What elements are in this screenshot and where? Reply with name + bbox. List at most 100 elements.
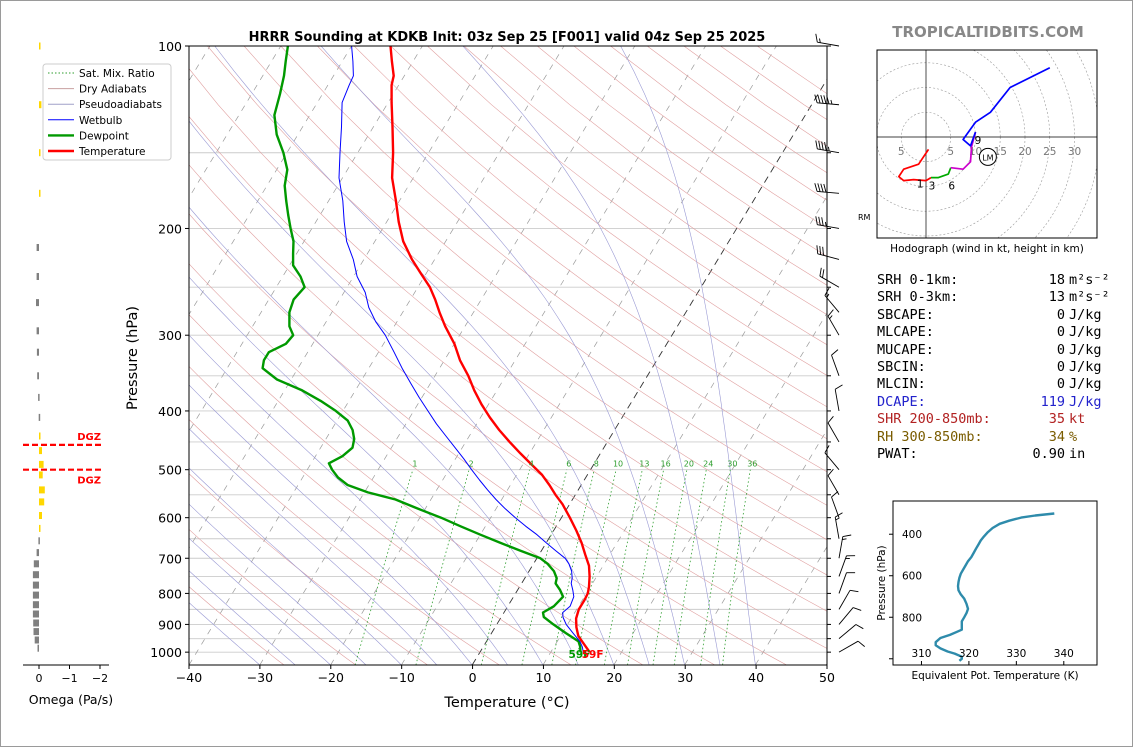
isotherm-line [118,46,493,665]
mixing-ratio-label: 30 [727,460,737,469]
mixing-ratio-label: 24 [703,460,713,469]
x-tick-label: −40 [176,670,202,685]
stat-unit: kt [1069,411,1117,428]
omega-tick-label: −1 [61,672,77,685]
stat-label: MLCAPE: [877,324,1005,341]
x-tick-label: 10 [535,670,551,685]
x-tick-label: 30 [677,670,693,685]
omega-bar [37,273,39,280]
stat-value: 0 [1005,342,1069,359]
omega-bar [34,628,40,635]
hodo-trace [951,132,976,169]
wind-barb-staff [839,556,847,577]
stat-label: SBCAPE: [877,307,1005,324]
x-tick-label: −20 [318,670,344,685]
wind-barb-flag [822,217,824,225]
y-tick-label: 400 [158,404,182,419]
wind-barb-flag [853,608,861,611]
wind-barb-staff [839,573,847,594]
wind-barb-halfflag [830,316,833,319]
mixing-ratio-label: 13 [639,460,649,469]
omega-bar [39,498,44,505]
mixing-ratio-line [674,470,706,665]
wind-barb-staff [835,517,839,539]
wind-barb-staff [817,191,839,193]
wind-barb-flag [817,245,818,254]
rm-label: RM [858,213,871,222]
stat-unit: J/kg [1069,359,1117,376]
omega-bar [38,394,40,401]
legend-label: Wetbulb [79,115,123,127]
wind-barb-staff [839,625,856,639]
wind-barb-flag [818,95,820,103]
omega-bar [39,149,41,156]
surface-temperature-label: 59F [582,649,604,661]
omega-bar [39,525,41,532]
wind-barb-staff [839,537,843,559]
omega-bar [39,43,41,50]
mixing-ratio-line [604,470,642,665]
omega-bar [39,414,41,421]
omega-bar [39,190,41,197]
omega-bar [33,582,39,589]
hodo-ring-label: 25 [1043,146,1056,158]
site-credit: TROPICALTIDBITS.COM [892,23,1084,41]
omega-bar [39,461,44,468]
omega-bar [34,560,39,567]
stat-label: RH 300-850mb: [877,429,1005,446]
hodo-title: Hodograph (wind in kt, height in km) [890,243,1084,255]
y-tick-label: 200 [158,221,182,236]
mixing-ratio-label: 10 [613,460,623,469]
omega-bar [37,327,39,334]
wind-barb-staff [835,389,839,411]
mixing-ratio-label: 2 [469,460,474,469]
wind-barb-flag [825,142,827,150]
wind-barb-halfflag [825,222,826,226]
stat-label: SHR 200-850mb: [877,411,1005,428]
wind-barb-staff [818,254,839,260]
omega-bar [38,537,40,544]
wind-barb-flag [821,95,823,103]
mixing-ratio-line [723,470,751,665]
y-tick-label: 300 [158,328,182,343]
y-tick-label: 600 [158,511,182,526]
omega-bar [35,637,39,644]
stat-unit: J/kg [1069,307,1117,324]
stat-label: DCAPE: [877,394,1005,411]
hodo-height-label: 9 [975,135,982,147]
stat-unit: J/kg [1069,376,1117,393]
stat-value: 0 [1005,307,1069,324]
wind-barb-flag [832,350,839,356]
isotherm-line [260,46,635,665]
hodo-ring-label: 20 [1018,146,1031,158]
mixing-ratio-label: 16 [661,460,671,469]
x-tick-label: 20 [606,670,622,685]
y-axis-label: Pressure (hPa) [125,306,141,410]
wind-barb-flag [824,184,826,192]
pseudoadiabat-line [321,46,684,665]
theta-e-x-tick-label: 320 [959,648,979,660]
omega-bar [37,244,39,251]
stat-value: 0.90 [1005,446,1069,463]
wind-barb-flag [820,268,821,276]
wind-barb-staff [839,608,853,625]
wind-barb-staff [828,316,839,335]
y-tick-label: 500 [158,463,182,478]
wind-barb-flag [856,625,863,629]
wind-barb-staff [839,641,858,652]
wind-barb-flag [819,217,821,225]
wind-barb-flag [835,385,842,389]
omega-bar [37,349,39,356]
x-tick-label: 0 [469,670,477,685]
y-tick-label: 800 [158,586,182,601]
y-tick-label: 700 [158,551,182,566]
theta-e-x-label: Equivalent Pot. Temperature (K) [911,670,1078,682]
mixing-ratio-line [416,470,469,665]
stat-label: PWAT: [877,446,1005,463]
